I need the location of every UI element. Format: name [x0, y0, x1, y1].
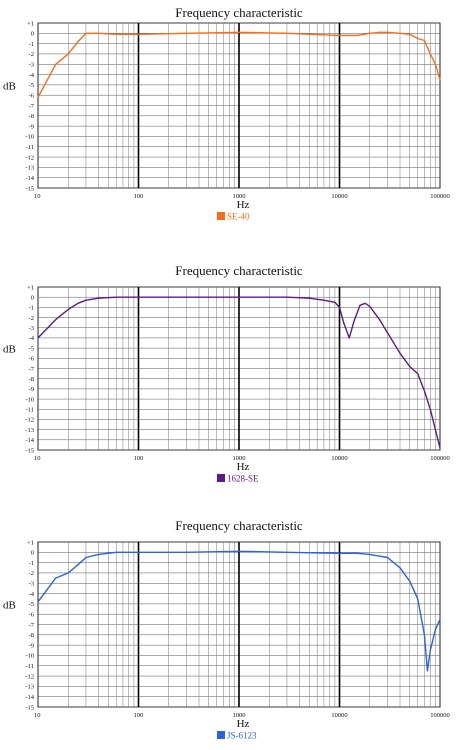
x-tick-label: 1000 — [233, 193, 246, 200]
y-tick-label: 0 — [31, 31, 34, 38]
y-tick-label: -10 — [25, 396, 34, 403]
legend-swatch — [217, 474, 225, 482]
legend-label: JS-6123 — [227, 731, 257, 741]
chart-title: Frequency characteristic — [175, 5, 303, 20]
y-tick-label: -2 — [29, 315, 34, 322]
legend-label: 1628-SE — [227, 474, 259, 484]
y-tick-label: -5 — [29, 345, 34, 352]
x-tick-label: 10 — [34, 712, 41, 719]
y-tick-label: -14 — [25, 175, 34, 182]
series-line-1 — [37, 296, 441, 449]
y-axis-label: dB — [3, 344, 16, 356]
y-tick-label: -1 — [29, 305, 34, 312]
y-tick-label: -4 — [29, 335, 35, 342]
x-tick-label: 100000 — [430, 193, 450, 200]
y-tick-label: 0 — [31, 294, 34, 301]
legend-swatch — [217, 731, 225, 739]
x-tick-label: 10000 — [331, 712, 347, 719]
x-axis-label: Hz — [237, 718, 250, 730]
y-tick-label: -14 — [25, 437, 34, 444]
chart-title: Frequency characteristic — [175, 263, 303, 278]
y-tick-label: -11 — [26, 407, 34, 414]
y-tick-label: -12 — [25, 154, 34, 161]
y-axis-label: dB — [3, 600, 16, 612]
x-tick-label: 10 — [34, 455, 41, 462]
y-tick-label: +1 — [27, 284, 34, 291]
y-tick-label: -8 — [29, 632, 34, 639]
y-tick-label: -11 — [26, 144, 34, 151]
y-tick-label: -6 — [29, 356, 35, 363]
y-tick-label: -12 — [25, 673, 34, 680]
legend-label: SE-40 — [227, 212, 250, 222]
x-tick-label: 100 — [134, 455, 144, 462]
y-tick-label: -5 — [29, 82, 34, 89]
y-tick-label: -13 — [25, 165, 34, 172]
y-tick-label: -13 — [25, 427, 34, 434]
y-axis-label: dB — [3, 81, 16, 93]
y-tick-label: -9 — [29, 642, 34, 649]
y-tick-label: -12 — [25, 417, 34, 424]
y-tick-label: -15 — [25, 185, 34, 192]
x-tick-label: 100 — [134, 193, 144, 200]
y-tick-label: +1 — [27, 20, 34, 27]
legend-swatch — [217, 212, 225, 220]
y-tick-label: -3 — [29, 62, 34, 69]
x-tick-label: 10000 — [331, 455, 347, 462]
y-tick-label: -9 — [29, 123, 34, 130]
y-tick-label: -4 — [29, 72, 35, 79]
y-tick-label: -5 — [29, 601, 34, 608]
y-tick-label: -1 — [29, 41, 34, 48]
y-tick-label: -7 — [29, 622, 35, 629]
y-tick-label: -11 — [26, 663, 34, 670]
y-tick-label: -3 — [29, 581, 34, 588]
chart-1: Frequency characteristic +1 0 -1 -2 -3 -4 -5 -6 -… — [3, 5, 450, 222]
y-tick-label: -3 — [29, 325, 34, 332]
y-tick-label: -15 — [25, 447, 34, 454]
x-tick-label: 10000 — [331, 193, 347, 200]
x-tick-label: 1000 — [233, 712, 246, 719]
x-tick-label: 100000 — [430, 455, 450, 462]
y-tick-label: -8 — [29, 376, 34, 383]
y-tick-label: -2 — [29, 51, 34, 58]
x-tick-label: 100 — [134, 712, 144, 719]
chart-title: Frequency characteristic — [175, 518, 303, 533]
y-tick-label: -13 — [25, 684, 34, 691]
x-tick-label: 100000 — [430, 712, 450, 719]
y-tick-label: -7 — [29, 103, 35, 110]
y-tick-label: +1 — [27, 539, 34, 546]
y-tick-label: -15 — [25, 704, 34, 711]
chart-3: Frequency characteristic +1 0 -1 -2 -3 -4 -5 -6 -… — [3, 518, 450, 741]
chart-2: Frequency characteristic +1 0 -1 -2 -3 -4 -5 -6 -… — [3, 263, 450, 484]
y-tick-label: -1 — [29, 560, 34, 567]
y-tick-label: -10 — [25, 653, 34, 660]
series-line-1 — [37, 550, 441, 672]
y-tick-label: -6 — [29, 611, 35, 618]
y-tick-label: 0 — [31, 550, 34, 557]
y-tick-label: -9 — [29, 386, 34, 393]
y-tick-label: -6 — [29, 92, 35, 99]
y-tick-label: -8 — [29, 113, 34, 120]
y-tick-label: -10 — [25, 134, 34, 141]
x-tick-label: 10 — [34, 193, 41, 200]
y-tick-label: -14 — [25, 694, 34, 701]
y-tick-label: -2 — [29, 570, 34, 577]
x-axis-label: Hz — [237, 199, 250, 211]
x-tick-label: 1000 — [233, 455, 246, 462]
series-line-1 — [37, 31, 441, 98]
y-tick-label: -4 — [29, 591, 35, 598]
y-tick-label: -7 — [29, 366, 35, 373]
x-axis-label: Hz — [237, 461, 250, 473]
